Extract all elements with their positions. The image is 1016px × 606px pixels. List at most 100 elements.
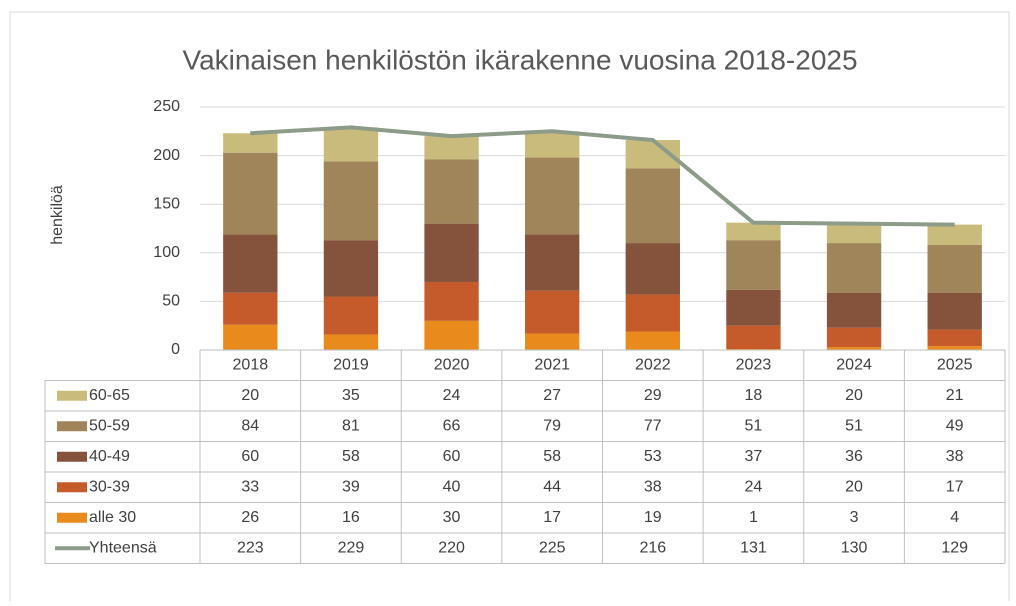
bar xyxy=(424,320,479,350)
table-value: 30 xyxy=(443,509,461,526)
legend-swatch xyxy=(57,482,87,493)
legend-swatch xyxy=(57,390,87,401)
table-value: 77 xyxy=(644,417,662,434)
bar xyxy=(726,240,781,290)
table-value: 130 xyxy=(841,539,868,556)
table-value: 84 xyxy=(241,417,259,434)
table-value: 19 xyxy=(644,509,662,526)
table-value: 216 xyxy=(639,539,666,556)
bar xyxy=(223,292,278,325)
bar xyxy=(424,136,479,160)
bar xyxy=(927,224,982,246)
table-value: 39 xyxy=(342,478,360,495)
table-value: 36 xyxy=(845,448,863,465)
bar xyxy=(323,127,379,162)
bar xyxy=(726,222,781,241)
table-value: 131 xyxy=(740,539,767,556)
x-tick-label: 2024 xyxy=(836,356,872,373)
bar xyxy=(424,281,479,321)
table-value: 16 xyxy=(342,509,360,526)
table-value: 27 xyxy=(543,387,561,404)
table-value: 223 xyxy=(237,539,264,556)
table-value: 58 xyxy=(543,448,561,465)
bar xyxy=(525,157,580,235)
table-value: 26 xyxy=(241,509,259,526)
legend-label: 40-49 xyxy=(89,448,130,465)
table-value: 17 xyxy=(946,478,964,495)
table-value: 49 xyxy=(946,417,964,434)
table-value: 66 xyxy=(443,417,461,434)
legend-swatch xyxy=(57,451,87,462)
legend-swatch xyxy=(57,421,87,432)
y-tick-label: 150 xyxy=(153,195,180,212)
table-value: 53 xyxy=(644,448,662,465)
y-tick-label: 0 xyxy=(171,341,180,358)
bar xyxy=(726,325,781,350)
legend-label: alle 30 xyxy=(89,509,136,526)
table-value: 44 xyxy=(543,478,561,495)
table-value: 81 xyxy=(342,417,360,434)
table-value: 24 xyxy=(443,387,461,404)
table-value: 220 xyxy=(438,539,465,556)
table-value: 58 xyxy=(342,448,360,465)
y-tick-label: 250 xyxy=(153,98,180,115)
bar xyxy=(826,223,882,244)
bar xyxy=(323,161,379,241)
bar xyxy=(625,168,680,244)
table-value: 4 xyxy=(950,509,959,526)
bar xyxy=(927,346,982,350)
bar xyxy=(625,294,680,332)
y-tick-label: 100 xyxy=(153,244,180,261)
y-tick-label: 50 xyxy=(162,293,180,310)
bar xyxy=(826,347,882,350)
y-axis-label: henkilöä xyxy=(49,185,66,245)
table-value: 20 xyxy=(845,387,863,404)
bar xyxy=(927,329,982,347)
chart-title: Vakinaisen henkilöstön ikärakenne vuosin… xyxy=(182,44,857,75)
legend-label: Yhteensä xyxy=(89,539,157,556)
table-value: 40 xyxy=(443,478,461,495)
bar xyxy=(625,243,680,295)
table-value: 38 xyxy=(644,478,662,495)
table-value: 18 xyxy=(745,387,763,404)
bar xyxy=(927,292,982,330)
bar xyxy=(223,324,278,350)
table-value: 37 xyxy=(745,448,763,465)
x-tick-label: 2025 xyxy=(937,356,973,373)
table-value: 20 xyxy=(241,387,259,404)
table-value: 60 xyxy=(443,448,461,465)
table-value: 35 xyxy=(342,387,360,404)
table-value: 225 xyxy=(539,539,566,556)
table-value: 129 xyxy=(941,539,968,556)
y-tick-label: 200 xyxy=(153,147,180,164)
x-tick-label: 2023 xyxy=(736,356,772,373)
bar xyxy=(323,296,379,335)
bar xyxy=(525,234,580,291)
bar xyxy=(525,290,580,334)
legend-label: 60-65 xyxy=(89,387,130,404)
table-value: 17 xyxy=(543,509,561,526)
bar xyxy=(826,327,882,348)
x-tick-label: 2020 xyxy=(434,356,470,373)
table-value: 33 xyxy=(241,478,259,495)
bar xyxy=(424,159,479,224)
table-value: 3 xyxy=(850,509,859,526)
bar xyxy=(223,133,278,153)
table-value: 79 xyxy=(543,417,561,434)
bar xyxy=(826,292,882,328)
table-value: 60 xyxy=(241,448,259,465)
bar xyxy=(424,223,479,282)
table-value: 229 xyxy=(338,539,365,556)
table-value: 38 xyxy=(946,448,964,465)
bar xyxy=(525,333,580,350)
x-tick-label: 2021 xyxy=(534,356,570,373)
table-value: 51 xyxy=(845,417,863,434)
bar xyxy=(826,243,882,293)
table-value: 29 xyxy=(644,387,662,404)
line-series xyxy=(250,125,955,227)
table-value: 51 xyxy=(745,417,763,434)
bar xyxy=(625,331,680,350)
legend-label: 30-39 xyxy=(89,478,130,495)
bar xyxy=(223,234,278,293)
